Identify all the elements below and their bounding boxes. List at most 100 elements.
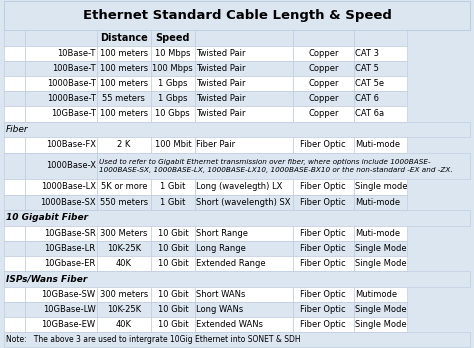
Text: Extended Range: Extended Range: [196, 259, 266, 268]
Bar: [4, 332, 470, 347]
Text: 55 meters: 55 meters: [102, 94, 146, 103]
Bar: [293, 106, 354, 121]
Bar: [25, 195, 97, 210]
Bar: [4, 61, 25, 76]
Bar: [151, 179, 195, 195]
Bar: [97, 226, 151, 241]
Bar: [25, 241, 97, 256]
Text: Fiber: Fiber: [6, 125, 29, 134]
Text: 2 K: 2 K: [117, 140, 130, 149]
Text: Copper: Copper: [308, 49, 338, 58]
Bar: [151, 137, 195, 152]
Text: CAT 6a: CAT 6a: [355, 109, 384, 118]
Bar: [354, 317, 407, 332]
Text: Fiber Optic: Fiber Optic: [301, 182, 346, 191]
Bar: [293, 302, 354, 317]
Bar: [354, 195, 407, 210]
Bar: [354, 256, 407, 271]
Text: 10Gbase-ER: 10Gbase-ER: [45, 259, 96, 268]
Text: Distance: Distance: [100, 33, 148, 43]
Text: 10GBase-SW: 10GBase-SW: [42, 290, 96, 299]
Text: CAT 6: CAT 6: [355, 94, 379, 103]
Text: Twisted Pair: Twisted Pair: [196, 49, 246, 58]
Bar: [195, 241, 293, 256]
Bar: [97, 46, 151, 61]
Bar: [4, 271, 470, 287]
Bar: [25, 256, 97, 271]
Text: Speed: Speed: [155, 33, 190, 43]
Bar: [97, 106, 151, 121]
Bar: [195, 317, 293, 332]
Bar: [195, 106, 293, 121]
Text: Long Range: Long Range: [196, 244, 246, 253]
Text: Fiber Optic: Fiber Optic: [301, 320, 346, 329]
Text: Long (wavelegth) LX: Long (wavelegth) LX: [196, 182, 283, 191]
Text: Single mode: Single mode: [355, 182, 408, 191]
Text: Twisted Pair: Twisted Pair: [196, 109, 246, 118]
Text: Ethernet Standard Cable Length & Speed: Ethernet Standard Cable Length & Speed: [82, 9, 392, 22]
Bar: [4, 76, 25, 91]
Bar: [354, 179, 407, 195]
Bar: [195, 302, 293, 317]
Text: Short (wavelength) SX: Short (wavelength) SX: [196, 198, 291, 207]
Text: Used to refer to Gigabit Ethernet transmission over fiber, where options include: Used to refer to Gigabit Ethernet transm…: [99, 159, 453, 173]
Text: Mutimode: Mutimode: [355, 290, 397, 299]
Bar: [151, 256, 195, 271]
Text: Copper: Copper: [308, 94, 338, 103]
Bar: [97, 179, 151, 195]
Bar: [151, 226, 195, 241]
Bar: [25, 106, 97, 121]
Bar: [354, 91, 407, 106]
Bar: [4, 137, 25, 152]
Bar: [97, 61, 151, 76]
Bar: [293, 195, 354, 210]
Text: CAT 5: CAT 5: [355, 64, 379, 73]
Text: 1 Gbps: 1 Gbps: [158, 94, 188, 103]
Bar: [97, 317, 151, 332]
Bar: [151, 241, 195, 256]
Text: 10 Gbit: 10 Gbit: [157, 290, 188, 299]
Text: 100 meters: 100 meters: [100, 64, 148, 73]
Bar: [25, 226, 97, 241]
Text: 10GBase-SR: 10GBase-SR: [44, 229, 96, 238]
Text: CAT 5e: CAT 5e: [355, 79, 384, 88]
Bar: [195, 137, 293, 152]
Text: 550 meters: 550 meters: [100, 198, 148, 207]
Text: 300 Meters: 300 Meters: [100, 229, 147, 238]
Bar: [354, 137, 407, 152]
Text: Copper: Copper: [308, 79, 338, 88]
Bar: [151, 76, 195, 91]
Text: Fiber Optic: Fiber Optic: [301, 229, 346, 238]
Text: 1 Gbit: 1 Gbit: [160, 198, 185, 207]
Text: 300 meters: 300 meters: [100, 290, 148, 299]
Bar: [151, 30, 195, 46]
Bar: [25, 91, 97, 106]
Bar: [354, 30, 407, 46]
Text: 10 Gbit: 10 Gbit: [157, 305, 188, 314]
Text: 1 Gbps: 1 Gbps: [158, 79, 188, 88]
Text: Copper: Copper: [308, 109, 338, 118]
Text: 100 Mbps: 100 Mbps: [153, 64, 193, 73]
Bar: [354, 226, 407, 241]
Bar: [151, 302, 195, 317]
Bar: [293, 226, 354, 241]
Text: 1000Base-T: 1000Base-T: [47, 79, 96, 88]
Text: 10K-25K: 10K-25K: [107, 244, 141, 253]
Bar: [293, 287, 354, 302]
Text: 1000Base-X: 1000Base-X: [46, 161, 96, 171]
Bar: [4, 210, 470, 226]
Bar: [293, 317, 354, 332]
Text: Twisted Pair: Twisted Pair: [196, 79, 246, 88]
Text: 40K: 40K: [116, 320, 132, 329]
Text: 10 Gbit: 10 Gbit: [157, 229, 188, 238]
Text: 10GBase-T: 10GBase-T: [51, 109, 96, 118]
Bar: [25, 152, 97, 179]
Bar: [293, 30, 354, 46]
Bar: [151, 46, 195, 61]
Bar: [195, 76, 293, 91]
Bar: [4, 302, 25, 317]
Text: Copper: Copper: [308, 64, 338, 73]
Text: Fiber Optic: Fiber Optic: [301, 259, 346, 268]
Bar: [4, 256, 25, 271]
Bar: [151, 61, 195, 76]
